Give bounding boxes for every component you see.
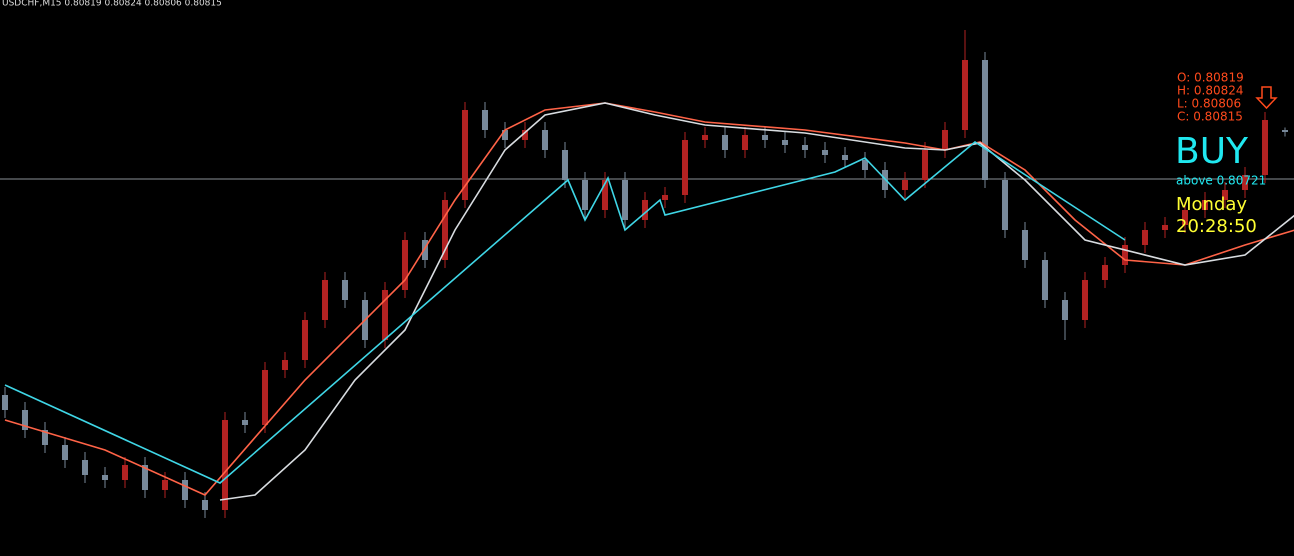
candle-body bbox=[1022, 230, 1028, 260]
candle-body bbox=[802, 145, 808, 150]
candle-body bbox=[1082, 280, 1088, 320]
candle-body bbox=[982, 60, 988, 180]
candle-body bbox=[42, 430, 48, 445]
candle-body bbox=[682, 140, 688, 195]
candle-body bbox=[122, 465, 128, 480]
indicator-line bbox=[219, 102, 1294, 501]
candle-body bbox=[562, 150, 568, 180]
candle-body bbox=[642, 200, 648, 220]
candle-body bbox=[862, 160, 868, 170]
candle-body bbox=[722, 135, 728, 150]
candle-body bbox=[102, 475, 108, 480]
signal-arrow bbox=[1255, 86, 1278, 110]
candle-body bbox=[962, 60, 968, 130]
candle-body bbox=[1122, 245, 1128, 265]
candle-body bbox=[182, 480, 188, 500]
candle-body bbox=[1182, 210, 1188, 225]
candle-body bbox=[322, 280, 328, 320]
candle-body bbox=[222, 420, 228, 510]
candle-body bbox=[1202, 200, 1208, 210]
ohlc-label: L: 0.80806 bbox=[1177, 97, 1241, 111]
candle-body bbox=[242, 420, 248, 425]
candle-body bbox=[62, 445, 68, 460]
candle-body bbox=[1062, 300, 1068, 320]
candle-body bbox=[1282, 130, 1288, 132]
candle-body bbox=[922, 150, 928, 180]
candle-body bbox=[822, 150, 828, 155]
time: 20:28:50 bbox=[1176, 216, 1257, 237]
candle-body bbox=[282, 360, 288, 370]
candle-body bbox=[1242, 175, 1248, 190]
candle-body bbox=[742, 135, 748, 150]
candle-body bbox=[622, 180, 628, 220]
candle-body bbox=[782, 140, 788, 145]
candle-body bbox=[302, 320, 308, 360]
candle-body bbox=[902, 180, 908, 190]
candle-body bbox=[402, 240, 408, 290]
indicator-line bbox=[4, 141, 1126, 484]
header: USDCHF,M15 0.80819 0.80824 0.80806 0.808… bbox=[2, 0, 222, 9]
candle-body bbox=[1162, 225, 1168, 230]
candle-body bbox=[942, 130, 948, 150]
candle-body bbox=[142, 465, 148, 490]
candle-body bbox=[342, 280, 348, 300]
candle-body bbox=[82, 460, 88, 475]
day: Monday bbox=[1176, 194, 1247, 215]
candle-body bbox=[582, 180, 588, 210]
indicator-line bbox=[4, 102, 1294, 496]
ohlc-label: H: 0.80824 bbox=[1177, 84, 1244, 98]
candle-body bbox=[662, 195, 668, 200]
candle-body bbox=[762, 135, 768, 140]
candle-body bbox=[1102, 265, 1108, 280]
candle-body bbox=[482, 110, 488, 130]
candle-body bbox=[602, 180, 608, 210]
candle-body bbox=[262, 370, 268, 425]
candle-body bbox=[1222, 190, 1228, 200]
signal: BUY bbox=[1175, 131, 1249, 172]
candle-body bbox=[442, 200, 448, 260]
candle-body bbox=[1142, 230, 1148, 245]
candle-body bbox=[382, 290, 388, 340]
candle-body bbox=[422, 240, 428, 260]
candle-body bbox=[522, 130, 528, 140]
candle-body bbox=[502, 130, 508, 140]
candle-body bbox=[202, 500, 208, 510]
candle-body bbox=[1002, 180, 1008, 230]
candle-body bbox=[162, 480, 168, 490]
candle-body bbox=[2, 395, 8, 410]
signal-note: above 0.80721 bbox=[1176, 174, 1266, 188]
candle-body bbox=[542, 130, 548, 150]
candle-body bbox=[702, 135, 708, 140]
candle-body bbox=[1042, 260, 1048, 300]
candle-body bbox=[22, 410, 28, 430]
candle-body bbox=[462, 110, 468, 200]
candle-body bbox=[842, 155, 848, 160]
ohlc-label: O: 0.80819 bbox=[1177, 71, 1244, 85]
ohlc-label: C: 0.80815 bbox=[1177, 110, 1243, 124]
candle-body bbox=[1262, 120, 1268, 175]
